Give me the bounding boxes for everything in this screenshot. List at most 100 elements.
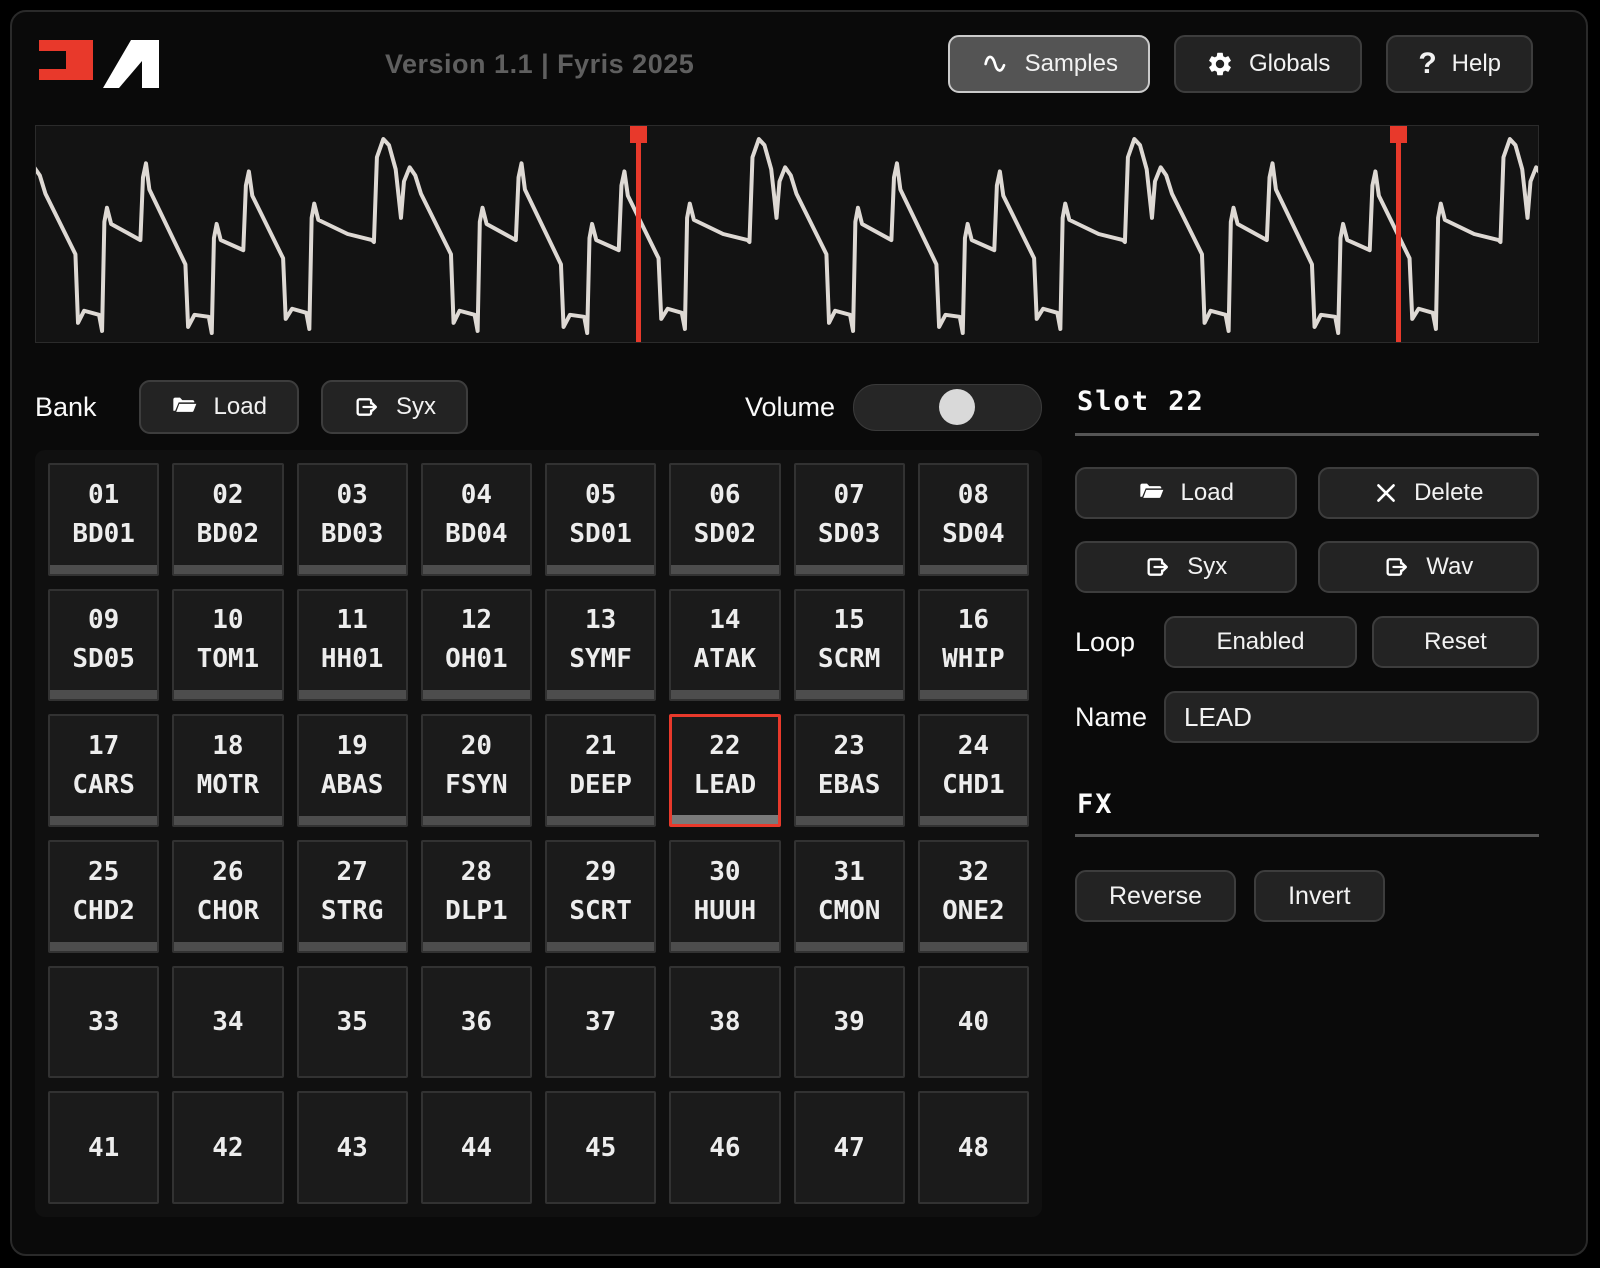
sample-slot-07[interactable]: 07 SD03	[793, 463, 905, 576]
sample-slot-47[interactable]: 47	[793, 1091, 905, 1204]
sample-slot-42[interactable]: 42	[172, 1091, 284, 1204]
slot-number: 03	[336, 479, 368, 510]
sample-slot-31[interactable]: 31 CMON	[793, 839, 905, 953]
sample-slot-06[interactable]: 06 SD02	[669, 463, 781, 576]
loop-end-marker[interactable]	[1390, 126, 1408, 342]
sample-slot-34[interactable]: 34	[172, 965, 284, 1079]
slot-load-button[interactable]: Load	[1075, 467, 1297, 519]
volume-knob[interactable]	[938, 388, 975, 425]
slot-number: 15	[833, 605, 865, 636]
slot-wav-button[interactable]: Wav	[1317, 541, 1539, 593]
loop-enabled-button[interactable]: Enabled	[1164, 616, 1357, 668]
slot-number: 44	[460, 1132, 493, 1163]
sample-slot-18[interactable]: 18 MOTR	[172, 714, 284, 827]
sample-slot-43[interactable]: 43	[296, 1091, 408, 1204]
slot-name: STRG	[320, 895, 384, 926]
slot-strip	[547, 941, 655, 951]
sample-slot-40[interactable]: 40	[917, 965, 1029, 1079]
slot-name: HUUH	[693, 895, 757, 926]
sample-slot-48[interactable]: 48	[917, 1091, 1029, 1204]
sample-slot-23[interactable]: 23 EBAS	[793, 714, 905, 827]
sample-slot-30[interactable]: 30 HUUH	[669, 839, 781, 953]
slot-name: CHD1	[942, 770, 1005, 801]
sample-slot-02[interactable]: 02 BD02	[172, 463, 284, 576]
slot-strip	[671, 941, 779, 951]
sample-slot-04[interactable]: 04 BD04	[420, 463, 532, 576]
sample-slot-38[interactable]: 38	[669, 965, 781, 1079]
sample-slot-12[interactable]: 12 OH01	[420, 588, 532, 702]
slot-name: ONE2	[942, 895, 1005, 926]
sample-slot-22[interactable]: 22 LEAD	[669, 714, 781, 827]
sample-slot-14[interactable]: 14 ATAK	[669, 588, 781, 702]
sample-slot-36[interactable]: 36	[420, 965, 532, 1079]
sample-slot-03[interactable]: 03 BD03	[296, 463, 408, 576]
sample-slot-11[interactable]: 11 HH01	[296, 588, 408, 702]
sample-slot-20[interactable]: 20 FSYN	[420, 714, 532, 827]
slot-strip	[422, 690, 530, 700]
slot-name: SD02	[693, 518, 757, 549]
sample-slot-01[interactable]: 01 BD01	[48, 463, 160, 576]
slot-delete-button[interactable]: Delete	[1317, 467, 1539, 519]
fx-reverse-button[interactable]: Reverse	[1075, 870, 1237, 922]
slot-number: 38	[709, 1006, 741, 1037]
sample-slot-45[interactable]: 45	[545, 1091, 657, 1204]
sample-slot-44[interactable]: 44	[420, 1091, 532, 1204]
slot-number: 33	[87, 1006, 120, 1037]
sample-slot-46[interactable]: 46	[669, 1091, 781, 1204]
app-logo	[39, 40, 159, 88]
tab-samples[interactable]: Samples	[947, 35, 1150, 93]
sample-slot-41[interactable]: 41	[48, 1091, 160, 1204]
waveform-display[interactable]	[35, 125, 1539, 343]
fx-invert-label: Invert	[1288, 881, 1351, 910]
slot-number: 14	[709, 605, 741, 636]
slot-strip	[547, 690, 655, 700]
slot-delete-label: Delete	[1414, 479, 1484, 506]
sample-slot-26[interactable]: 26 CHOR	[172, 839, 284, 953]
sample-slot-16[interactable]: 16 WHIP	[917, 588, 1029, 702]
sample-slot-37[interactable]: 37	[545, 965, 657, 1079]
slot-strip	[298, 941, 406, 951]
slot-number: 31	[833, 856, 865, 887]
sample-slot-17[interactable]: 17 CARS	[48, 714, 160, 827]
sample-slot-25[interactable]: 25 CHD2	[48, 839, 160, 953]
sample-slot-05[interactable]: 05 SD01	[545, 463, 657, 576]
sample-slot-21[interactable]: 21 DEEP	[545, 714, 657, 827]
sample-slot-33[interactable]: 33	[48, 965, 160, 1079]
slot-strip	[671, 690, 779, 700]
sample-slot-27[interactable]: 27 STRG	[296, 839, 408, 953]
volume-slider[interactable]	[853, 383, 1042, 431]
sample-slot-24[interactable]: 24 CHD1	[917, 714, 1029, 827]
fx-divider	[1075, 834, 1539, 837]
slot-syx-button[interactable]: Syx	[1075, 541, 1297, 593]
sample-slot-32[interactable]: 32 ONE2	[917, 839, 1029, 953]
tab-help[interactable]: ? Help	[1386, 35, 1533, 93]
loop-start-marker[interactable]	[630, 126, 648, 342]
fx-invert-button[interactable]: Invert	[1254, 870, 1385, 922]
slot-number: 02	[212, 479, 244, 510]
slot-number: 05	[584, 479, 617, 510]
top-nav: Samples Globals ? Help	[947, 35, 1533, 93]
loop-reset-button[interactable]: Reset	[1372, 616, 1539, 668]
tab-globals[interactable]: Globals	[1173, 35, 1363, 93]
sample-slot-13[interactable]: 13 SYMF	[545, 588, 657, 702]
name-input[interactable]	[1164, 691, 1539, 743]
slot-name: EBAS	[817, 770, 881, 801]
slot-number: 11	[336, 605, 368, 636]
sample-slot-08[interactable]: 08 SD04	[917, 463, 1029, 576]
sample-slot-15[interactable]: 15 SCRM	[793, 588, 905, 702]
sample-slot-35[interactable]: 35	[296, 965, 408, 1079]
slot-strip	[919, 815, 1027, 825]
sample-slot-09[interactable]: 09 SD05	[48, 588, 160, 702]
sample-slot-19[interactable]: 19 ABAS	[296, 714, 408, 827]
slot-load-label: Load	[1180, 479, 1234, 506]
bank-syx-button[interactable]: Syx	[320, 380, 468, 434]
slot-number: 46	[709, 1132, 741, 1163]
bank-load-button[interactable]: Load	[138, 380, 299, 434]
sample-slot-29[interactable]: 29 SCRT	[545, 839, 657, 953]
sample-slot-39[interactable]: 39	[793, 965, 905, 1079]
waveform-plot	[36, 137, 1538, 336]
slot-name: SD01	[569, 518, 632, 549]
sample-slot-28[interactable]: 28 DLP1	[420, 839, 532, 953]
sample-slot-10[interactable]: 10 TOM1	[172, 588, 284, 702]
slot-number: 21	[584, 731, 617, 762]
